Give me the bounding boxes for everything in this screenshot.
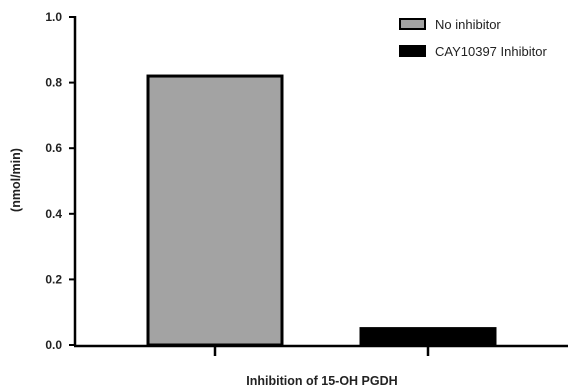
legend-swatch <box>399 45 426 57</box>
y-tick-label: 0.4 <box>45 207 62 221</box>
y-tick-label: 1.0 <box>45 10 62 24</box>
legend-label: No inhibitor <box>435 17 501 32</box>
y-tick-label: 0.8 <box>45 76 62 90</box>
bars <box>146 74 497 347</box>
bar-1 <box>146 74 284 347</box>
y-tick-labels: 0.0 0.2 0.4 0.6 0.8 1.0 <box>45 10 62 352</box>
y-tick-label: 0.6 <box>45 141 62 155</box>
bar-2 <box>359 327 497 347</box>
y-tick-label: 0.2 <box>45 272 62 286</box>
x-ticks <box>213 346 430 356</box>
y-axis-title: (nmol/min) <box>9 148 23 212</box>
legend: No inhibitor CAY10397 Inhibitor <box>399 17 547 59</box>
y-tick-label: 0.0 <box>45 338 62 352</box>
legend-swatch <box>399 18 426 30</box>
x-axis-title: Inhibition of 15-OH PGDH <box>246 374 397 388</box>
legend-label: CAY10397 Inhibitor <box>435 44 547 59</box>
